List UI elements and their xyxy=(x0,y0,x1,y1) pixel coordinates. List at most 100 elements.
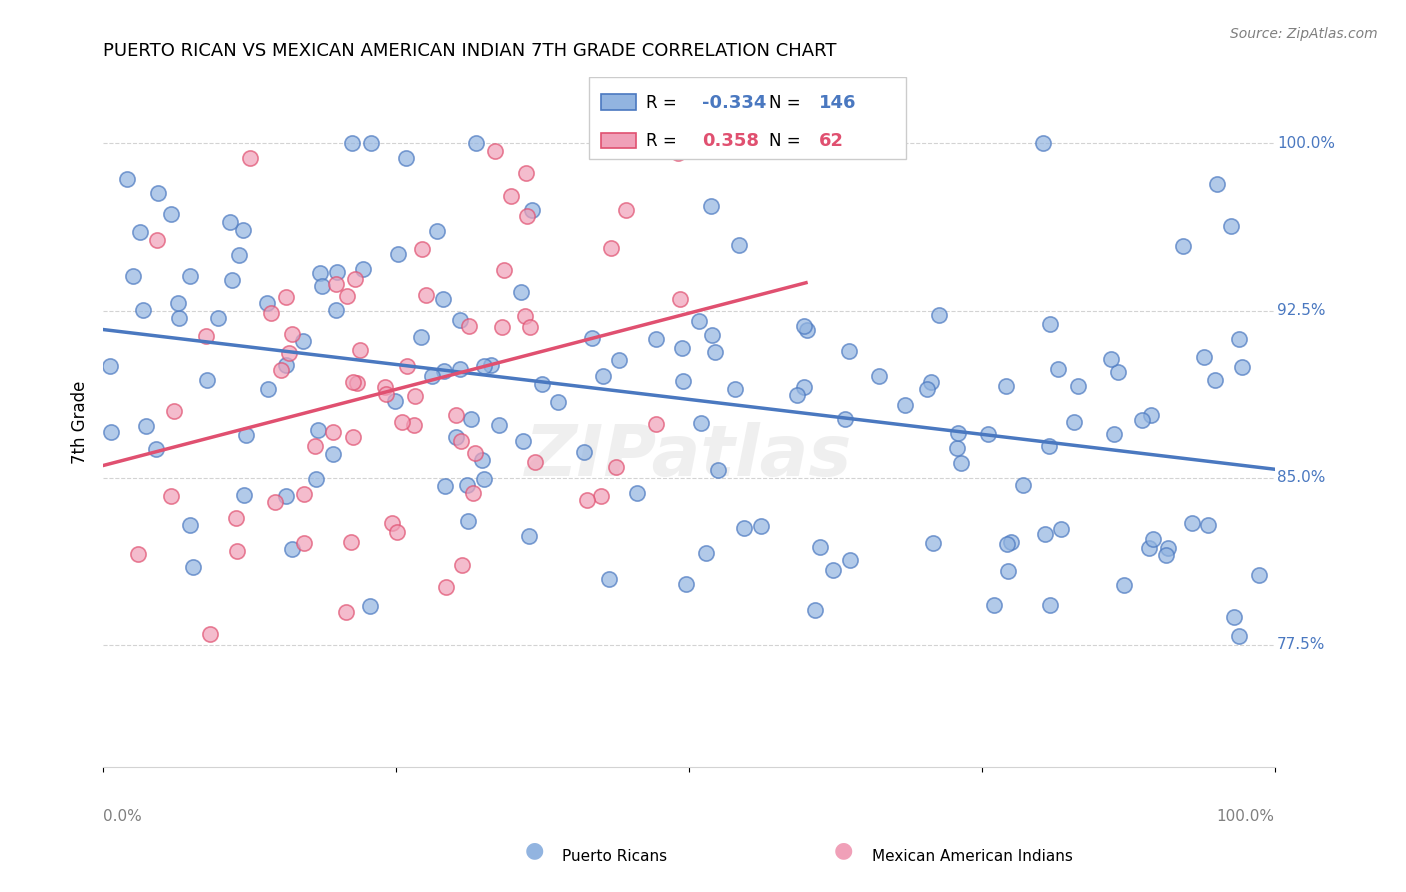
Point xyxy=(1000,534,1022,549)
Text: ZIPatlas: ZIPatlas xyxy=(526,422,852,491)
Point xyxy=(547,394,569,409)
Point xyxy=(98,359,121,373)
Text: 0.358: 0.358 xyxy=(702,132,759,150)
Point xyxy=(1230,359,1253,374)
Point xyxy=(135,419,157,434)
Point xyxy=(695,546,717,560)
Point xyxy=(432,293,454,307)
Point xyxy=(671,341,693,355)
Point xyxy=(1197,517,1219,532)
Point xyxy=(239,151,262,165)
Point xyxy=(115,171,138,186)
Text: ●: ● xyxy=(524,840,544,860)
Text: 100.0%: 100.0% xyxy=(1216,809,1275,823)
Point xyxy=(834,412,856,426)
Point xyxy=(122,268,145,283)
Point xyxy=(1227,332,1250,346)
Point xyxy=(983,598,1005,612)
Point xyxy=(342,430,364,444)
Point xyxy=(274,290,297,304)
Point xyxy=(997,564,1019,578)
Point xyxy=(1142,532,1164,546)
Point xyxy=(281,327,304,342)
Point xyxy=(194,329,217,343)
Point xyxy=(593,136,616,151)
Point xyxy=(464,446,486,460)
Point xyxy=(1067,379,1090,393)
Point xyxy=(530,376,553,391)
Point xyxy=(281,541,304,556)
Point xyxy=(494,263,516,277)
Point xyxy=(464,136,486,151)
Point xyxy=(672,374,695,388)
Point xyxy=(396,359,419,373)
Point xyxy=(264,495,287,509)
Point xyxy=(516,209,538,223)
Point xyxy=(1171,239,1194,253)
Point xyxy=(793,380,815,394)
Point xyxy=(198,626,221,640)
Point xyxy=(434,580,457,594)
Point xyxy=(1204,373,1226,387)
Point xyxy=(225,544,247,558)
Point xyxy=(325,303,347,318)
Point xyxy=(461,486,484,500)
Point xyxy=(218,215,240,229)
Point xyxy=(349,343,371,357)
Point xyxy=(460,412,482,426)
Point xyxy=(645,332,668,346)
Point xyxy=(207,310,229,325)
Point xyxy=(457,514,479,528)
Point xyxy=(385,524,408,539)
Point xyxy=(308,266,330,280)
Point xyxy=(225,511,247,525)
Point xyxy=(325,277,347,291)
Point xyxy=(607,352,630,367)
Point xyxy=(1102,426,1125,441)
Text: N =: N = xyxy=(769,132,806,150)
Point xyxy=(270,363,292,377)
Point xyxy=(576,493,599,508)
Point xyxy=(1038,439,1060,453)
Point xyxy=(472,472,495,486)
Point xyxy=(581,331,603,345)
Point xyxy=(256,296,278,310)
Point xyxy=(1137,541,1160,555)
Point xyxy=(163,403,186,417)
FancyBboxPatch shape xyxy=(600,133,636,148)
Point xyxy=(1039,598,1062,612)
Point xyxy=(995,537,1018,551)
Point xyxy=(359,599,381,613)
Point xyxy=(145,442,167,456)
FancyBboxPatch shape xyxy=(589,77,905,160)
Point xyxy=(260,306,283,320)
Point xyxy=(472,359,495,373)
Point xyxy=(387,246,409,260)
Point xyxy=(291,334,314,348)
Point xyxy=(1140,408,1163,422)
Point xyxy=(733,521,755,535)
Point xyxy=(326,265,349,279)
Point xyxy=(257,382,280,396)
Point xyxy=(446,408,468,422)
Point xyxy=(415,288,437,302)
Point xyxy=(278,346,301,360)
Point xyxy=(513,310,536,324)
Point xyxy=(235,427,257,442)
Point xyxy=(129,225,152,239)
Point xyxy=(179,518,201,533)
Point xyxy=(688,314,710,328)
Point xyxy=(444,430,467,444)
Point xyxy=(517,529,540,543)
Text: Source: ZipAtlas.com: Source: ZipAtlas.com xyxy=(1230,27,1378,41)
Text: 77.5%: 77.5% xyxy=(1277,637,1326,652)
Point xyxy=(1219,219,1241,233)
Point xyxy=(100,425,122,439)
Point xyxy=(510,285,533,300)
Text: 146: 146 xyxy=(818,95,856,112)
Text: R =: R = xyxy=(645,95,682,112)
Point xyxy=(946,426,969,441)
Point xyxy=(179,269,201,284)
Point xyxy=(232,488,254,502)
Text: PUERTO RICAN VS MEXICAN AMERICAN INDIAN 7TH GRADE CORRELATION CHART: PUERTO RICAN VS MEXICAN AMERICAN INDIAN … xyxy=(103,42,837,60)
